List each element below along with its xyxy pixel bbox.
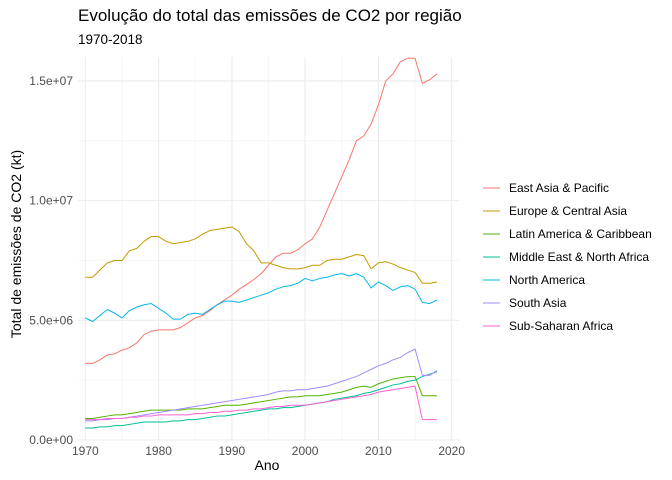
y-tick-label: 0.0e+00	[29, 433, 73, 447]
series-lines	[85, 57, 438, 429]
major-gridlines	[78, 57, 459, 441]
legend: East Asia & Pacific Europe & Central Asia…	[483, 181, 652, 333]
y-tick-label: 5.0e+06	[29, 313, 73, 327]
x-axis-ticks: 1970 1980 1990 2000 2010 2020	[72, 444, 465, 458]
series-line-sub-saharan-africa	[85, 385, 438, 421]
x-tick-label: 1970	[72, 444, 99, 458]
chart-title: Evolução do total das emissões de CO2 po…	[78, 6, 462, 25]
x-tick-label: 2000	[292, 444, 319, 458]
legend-item: North America	[483, 273, 585, 287]
series-line-east-asia-pacific	[85, 57, 438, 364]
legend-item: East Asia & Pacific	[483, 181, 609, 195]
legend-item: Middle East & North Africa	[483, 250, 649, 264]
legend-item: Latin America & Caribbean	[483, 227, 652, 241]
y-axis-title: Total de emissões de CO2 (kt)	[8, 150, 24, 338]
chart-subtitle: 1970-2018	[78, 32, 143, 47]
minor-gridlines	[78, 57, 459, 440]
legend-label: South Asia	[509, 296, 567, 310]
series-line-south-asia	[85, 348, 438, 422]
legend-item: South Asia	[483, 296, 567, 310]
x-axis-title: Ano	[255, 457, 280, 473]
legend-label: East Asia & Pacific	[509, 181, 609, 195]
legend-item: Sub-Saharan Africa	[483, 319, 613, 333]
legend-item: Europe & Central Asia	[483, 204, 627, 218]
series-line-latin-america-caribbean	[85, 376, 438, 419]
legend-label: Middle East & North Africa	[509, 250, 649, 264]
x-tick-label: 2020	[438, 444, 465, 458]
series-line-north-america	[85, 273, 438, 323]
legend-label: North America	[509, 273, 585, 287]
legend-label: Sub-Saharan Africa	[509, 319, 613, 333]
y-axis-ticks: 0.0e+00 5.0e+06 1.0e+07 1.5e+07	[29, 74, 73, 447]
series-line-europe-central-asia	[85, 226, 438, 284]
x-tick-label: 2010	[365, 444, 392, 458]
legend-label: Europe & Central Asia	[509, 204, 627, 218]
y-tick-label: 1.0e+07	[29, 194, 73, 208]
x-tick-label: 1980	[145, 444, 172, 458]
y-tick-label: 1.5e+07	[29, 74, 73, 88]
x-tick-label: 1990	[219, 444, 246, 458]
series-line-middle-east-north-africa	[85, 371, 438, 429]
legend-label: Latin America & Caribbean	[509, 227, 652, 241]
